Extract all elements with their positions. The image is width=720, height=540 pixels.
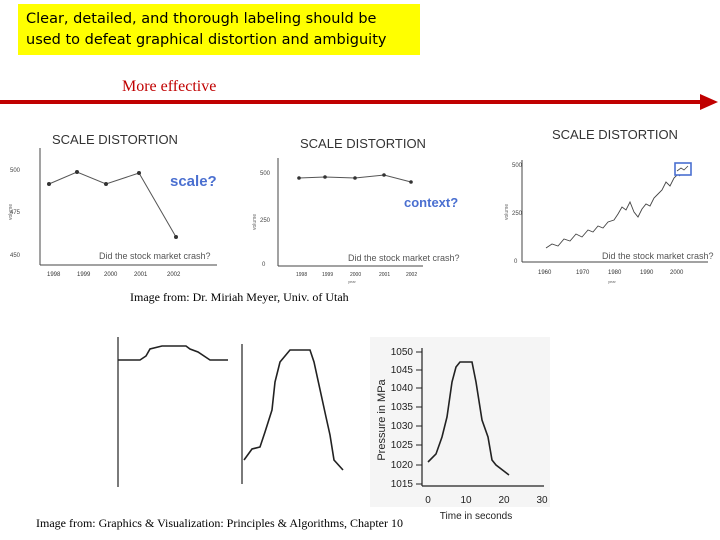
panel2-xtick: 2002 <box>406 272 417 278</box>
panel2-xtick: 2001 <box>379 272 390 278</box>
scale-chart-2: SCALE DISTORTION 500 250 0 volume contex… <box>252 136 460 284</box>
panel3-xtick: 1990 <box>640 270 654 276</box>
panel3-xtick: 2000 <box>670 270 684 276</box>
panel2-ylabel: volume <box>252 214 258 230</box>
pressure-ytick: 1045 <box>391 365 414 376</box>
pressure-ytick: 1035 <box>391 402 414 413</box>
context-annotation: context? <box>404 195 458 210</box>
title-box: Clear, detailed, and thorough labeling s… <box>18 4 420 55</box>
title-line-1: Clear, detailed, and thorough labeling s… <box>26 11 377 27</box>
panel2-title: SCALE DISTORTION <box>300 136 426 151</box>
panel1-xtick: 1999 <box>77 272 91 278</box>
panel2-ytick: 0 <box>262 262 266 268</box>
panel1-xlabel: year <box>106 279 114 280</box>
pressure-ytick: 1030 <box>391 421 414 432</box>
panel2-ytick: 250 <box>260 218 271 224</box>
pressure-ylabel: Pressure in MPa <box>376 378 388 460</box>
panel1-xtick: 2001 <box>134 272 148 278</box>
pressure-ytick: 1020 <box>391 460 414 471</box>
scale-chart-1: SCALE DISTORTION 500 475 450 volume scal… <box>8 132 217 280</box>
panel3-title: SCALE DISTORTION <box>552 127 678 142</box>
panel3-ylabel: volume <box>504 204 510 220</box>
scale-chart-3: SCALE DISTORTION 500 250 0 volume Did th… <box>504 127 714 284</box>
more-effective-label: More effective <box>122 78 217 95</box>
pressure-xtick: 20 <box>498 495 510 506</box>
panel3-xtick: 1980 <box>608 270 622 276</box>
pressure-xtick: 30 <box>536 495 548 506</box>
pressure-xlabel: Time in seconds <box>440 511 512 522</box>
effectiveness-arrow <box>0 94 718 110</box>
pressure-charts: 1050 1045 1040 1035 1030 1025 1020 1015 … <box>117 337 550 522</box>
panel3-xlabel: year <box>608 279 616 284</box>
panel2-question: Did the stock market crash? <box>348 253 460 263</box>
panel2-xtick: 1999 <box>322 272 333 278</box>
panel3-ytick: 0 <box>514 259 518 265</box>
pressure-ytick: 1015 <box>391 479 414 490</box>
panel2-xtick: 1998 <box>296 272 307 278</box>
pressure-ytick: 1040 <box>391 383 414 394</box>
caption-meyer: Image from: Dr. Miriah Meyer, Univ. of U… <box>130 290 349 304</box>
panel1-title: SCALE DISTORTION <box>52 132 178 147</box>
panel2-xtick: 2000 <box>350 272 361 278</box>
pressure-ytick: 1050 <box>391 347 414 358</box>
panel1-xtick: 1998 <box>47 272 61 278</box>
panel1-question: Did the stock market crash? <box>99 251 211 261</box>
panel1-ylabel: volume <box>8 204 14 220</box>
pressure-ytick: 1025 <box>391 440 414 451</box>
panel1-ytick: 500 <box>10 168 21 174</box>
panel1-ytick: 475 <box>10 210 21 216</box>
panel3-ytick: 500 <box>512 163 523 169</box>
pressure-xtick: 0 <box>425 495 431 506</box>
title-line-2: used to defeat graphical distortion and … <box>26 32 387 48</box>
panel1-xtick: 2000 <box>104 272 118 278</box>
panel2-xlabel: year <box>348 279 356 284</box>
pressure-xtick: 10 <box>460 495 472 506</box>
panel3-xtick: 1970 <box>576 270 590 276</box>
panel3-ytick: 250 <box>512 211 523 217</box>
caption-textbook: Image from: Graphics & Visualization: Pr… <box>36 516 403 530</box>
panel1-ytick: 450 <box>10 253 21 259</box>
scale-annotation: scale? <box>170 173 217 190</box>
panel3-xtick: 1960 <box>538 270 552 276</box>
panel3-question: Did the stock market crash? <box>602 251 714 261</box>
panel1-xtick: 2002 <box>167 272 181 278</box>
panel2-ytick: 500 <box>260 171 271 177</box>
